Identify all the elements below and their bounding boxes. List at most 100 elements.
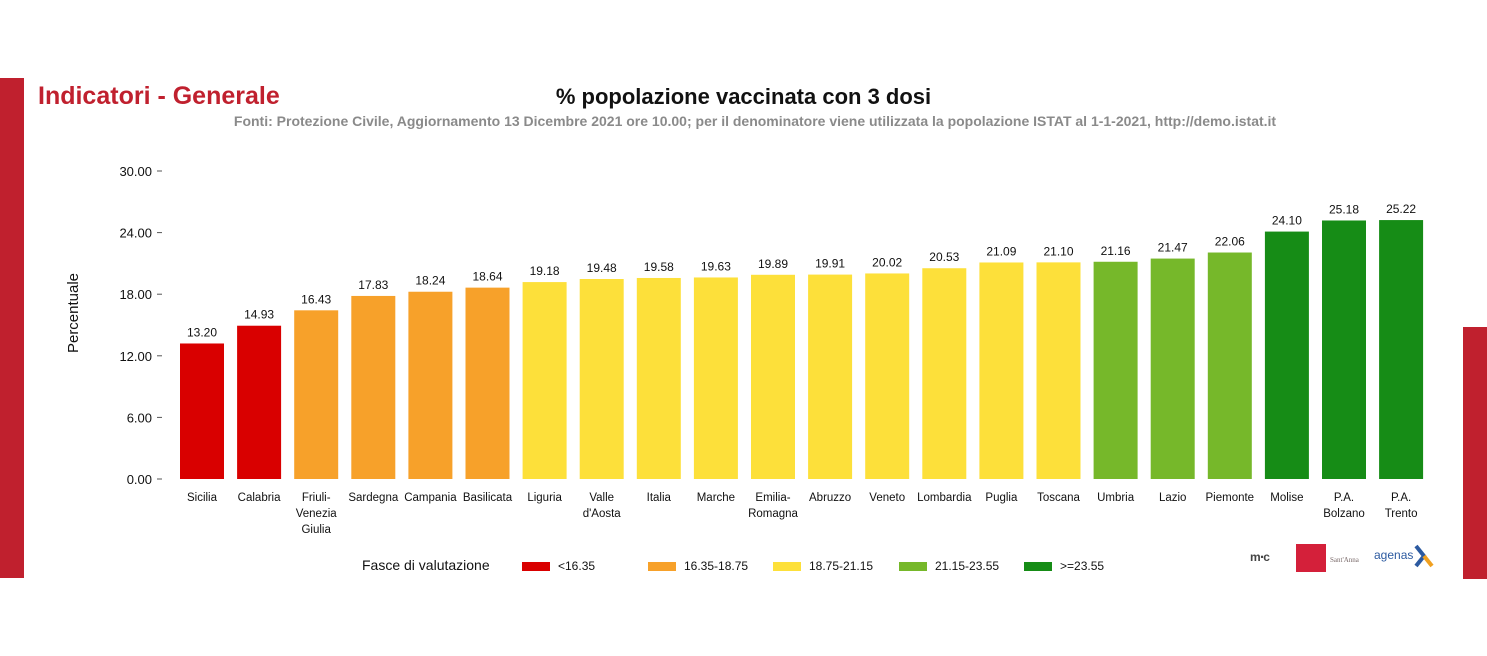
bar-value-label: 21.09 <box>986 244 1016 258</box>
bar <box>636 277 681 479</box>
bar <box>693 277 738 479</box>
x-tick-label-line: Venezia <box>296 508 338 520</box>
bar-value-label: 17.83 <box>358 278 388 292</box>
x-tick-label: Sardegna <box>348 492 398 504</box>
bar-value-label: 20.53 <box>929 250 959 264</box>
bar-value-label: 19.89 <box>758 257 788 271</box>
y-tick-label: 24.00 <box>119 226 152 241</box>
x-tick-label-line: P.A. <box>1391 492 1411 504</box>
bar <box>808 274 853 479</box>
legend-swatch-band-2 <box>648 562 676 572</box>
x-tick-label-line: Campania <box>404 492 457 504</box>
legend-swatch-band-1 <box>522 562 550 572</box>
x-tick-label: Liguria <box>527 492 562 504</box>
x-tick-label-line: Veneto <box>869 492 905 504</box>
y-tick-label: 18.00 <box>119 287 152 302</box>
x-tick-label-line: Marche <box>697 492 735 504</box>
x-tick-label-line: Piemonte <box>1206 492 1255 504</box>
x-tick-label-line: Toscana <box>1037 492 1080 504</box>
x-tick-label: P.A. Bolzano <box>1323 492 1365 520</box>
bar <box>1036 262 1081 479</box>
x-tick-label: Abruzzo <box>809 492 851 504</box>
x-tick-label: Sicilia <box>187 492 218 504</box>
bars: 13.20 14.93 16.43 17.83 18.24 18.64 19.18 19.48… <box>180 202 1424 480</box>
legend-label-band-3: 18.75-21.15 <box>809 559 874 573</box>
x-tick-label: Basilicata <box>463 492 513 504</box>
bar-value-label: 19.63 <box>701 259 731 273</box>
right-accent-bar <box>1463 327 1487 579</box>
bar-value-label: 16.43 <box>301 292 331 306</box>
bar <box>1207 252 1252 479</box>
y-axis: 0.00 6.00 12.00 18.00 24.00 30.00 <box>119 164 162 487</box>
legend-item-band-4: 21.15-23.55 <box>899 559 999 573</box>
x-tick-label-line: Liguria <box>527 492 562 504</box>
bar <box>979 262 1024 479</box>
bar <box>579 279 624 479</box>
x-tick-label: Marche <box>697 492 735 504</box>
x-tick-label: Lazio <box>1159 492 1187 504</box>
x-tick-label: Piemonte <box>1206 492 1255 504</box>
bar-value-label: 14.93 <box>244 308 274 322</box>
x-tick-label: Toscana <box>1037 492 1080 504</box>
bar-value-label: 19.18 <box>530 264 560 278</box>
bar <box>1150 258 1195 479</box>
bar <box>865 273 910 479</box>
sant-anna-red-logo <box>1296 544 1326 572</box>
bar-value-label: 24.10 <box>1272 214 1302 228</box>
x-tick-label-line: Valle <box>589 492 614 504</box>
legend-item-band-5: >=23.55 <box>1024 559 1104 573</box>
x-tick-label: Valle d'Aosta <box>583 492 622 520</box>
bar <box>751 274 795 479</box>
legend-swatch-band-5 <box>1024 562 1052 572</box>
chart-title: % popolazione vaccinata con 3 dosi <box>555 84 932 109</box>
y-tick-label: 6.00 <box>127 410 152 425</box>
agenas-logo: agenas <box>1374 548 1414 562</box>
x-tick-label: Friuli- Venezia Giulia <box>296 492 338 536</box>
legend-swatch-band-3 <box>773 562 801 572</box>
x-tick-label-line: Molise <box>1270 492 1303 504</box>
x-tick-label-line: d'Aosta <box>583 508 622 520</box>
legend-label-band-5: >=23.55 <box>1060 559 1105 573</box>
x-tick-label-line: Abruzzo <box>809 492 851 504</box>
bar <box>522 282 567 479</box>
x-axis: Sicilia Calabria Friuli- Venezia Giulia Sarde… <box>187 492 1418 536</box>
bar-value-label: 19.48 <box>587 261 617 275</box>
sant-anna-logo: Sant'Anna <box>1330 556 1359 564</box>
bar <box>922 268 967 479</box>
x-tick-label-line: Bolzano <box>1323 508 1365 520</box>
x-tick-label: Calabria <box>238 492 281 504</box>
bar <box>408 291 453 479</box>
partner-logos: m⋅c Sant'Anna agenas <box>1250 540 1450 574</box>
legend-label-band-1: <16.35 <box>558 559 596 573</box>
legend-item-band-3: 18.75-21.15 <box>773 559 873 573</box>
x-tick-label-line: Calabria <box>238 492 281 504</box>
x-tick-label-line: Sicilia <box>187 492 218 504</box>
x-tick-label-line: Trento <box>1385 508 1418 520</box>
x-tick-label-line: Basilicata <box>463 492 513 504</box>
x-tick-label: Campania <box>404 492 457 504</box>
bar-value-label: 20.02 <box>872 255 902 269</box>
x-tick-label: Emilia- Romagna <box>748 492 798 520</box>
y-axis-label: Percentuale <box>65 273 82 353</box>
x-tick-label-line: Puglia <box>985 492 1018 504</box>
legend-label-band-2: 16.35-18.75 <box>684 559 749 573</box>
bar <box>1264 231 1309 479</box>
y-tick-label: 0.00 <box>127 472 152 487</box>
x-tick-label-line: Lazio <box>1159 492 1187 504</box>
legend-item-band-2: 16.35-18.75 <box>648 559 748 573</box>
x-tick-label-line: Friuli- <box>302 492 331 504</box>
legend-label-band-4: 21.15-23.55 <box>935 559 1000 573</box>
y-tick-label: 30.00 <box>119 164 152 179</box>
bar <box>1379 220 1424 480</box>
bar-value-label: 21.47 <box>1158 241 1188 255</box>
x-tick-label: Italia <box>647 492 672 504</box>
x-tick-label-line: Umbria <box>1097 492 1135 504</box>
legend-item-band-1: <16.35 <box>522 559 595 573</box>
legend-title: Fasce di valutazione <box>362 557 490 573</box>
bar-value-label: 19.91 <box>815 257 845 271</box>
x-tick-label-line: Sardegna <box>348 492 398 504</box>
x-tick-label: P.A. Trento <box>1385 492 1418 520</box>
bar <box>351 295 396 479</box>
bar-value-label: 22.06 <box>1215 235 1245 249</box>
left-accent-bar <box>0 78 24 578</box>
